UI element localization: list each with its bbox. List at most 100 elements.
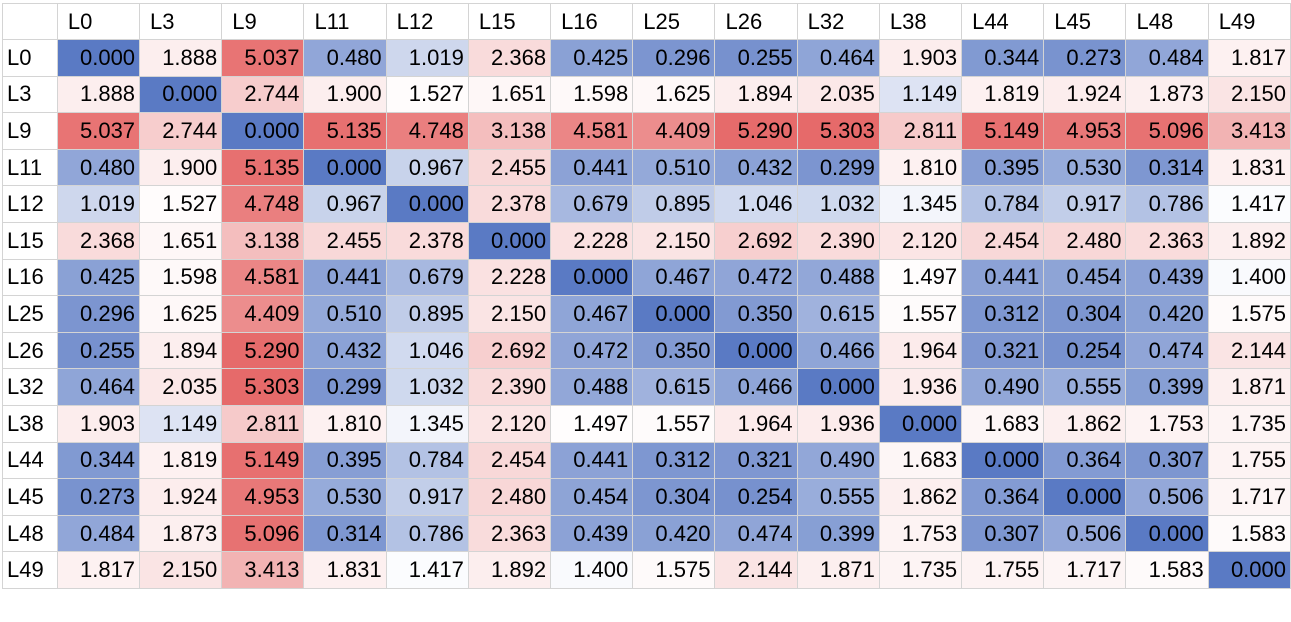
heatmap-cell: 1.683 — [961, 404, 1045, 443]
heatmap-cell: 0.314 — [303, 514, 387, 553]
column-header: L26 — [714, 3, 798, 40]
heatmap-cell: 2.363 — [1125, 221, 1209, 260]
heatmap-cell: 0.895 — [632, 185, 716, 223]
heatmap-cell: 0.255 — [714, 39, 798, 77]
heatmap-cell: 1.810 — [303, 404, 387, 443]
heatmap-cell: 0.464 — [796, 39, 880, 77]
heatmap-cell: 2.811 — [221, 404, 305, 443]
heatmap-cell: 1.651 — [139, 221, 223, 260]
heatmap-cell: 1.819 — [139, 441, 223, 480]
row-header: L12 — [2, 185, 58, 223]
heatmap-cell: 1.735 — [878, 551, 963, 589]
heatmap-cell: 0.344 — [56, 441, 141, 480]
heatmap-cell: 1.651 — [467, 75, 552, 114]
heatmap-cell: 0.510 — [632, 148, 716, 187]
heatmap-cell: 2.120 — [467, 404, 552, 443]
heatmap-cell: 0.000 — [221, 112, 305, 150]
heatmap-cell: 0.484 — [56, 514, 141, 553]
heatmap-cell: 0.395 — [303, 441, 387, 480]
heatmap-cell: 0.480 — [303, 39, 387, 77]
heatmap-cell: 3.138 — [467, 112, 552, 150]
heatmap-cell: 2.480 — [1043, 221, 1127, 260]
heatmap-cell: 0.299 — [796, 148, 880, 187]
heatmap-cell: 0.000 — [1125, 514, 1209, 553]
heatmap-cell: 1.871 — [1207, 368, 1291, 406]
heatmap-cell: 2.744 — [139, 112, 223, 150]
heatmap-cell: 0.506 — [1043, 514, 1127, 553]
matrix-row: L15 2.368 1.651 3.138 2.455 2.378 0.000 2.228 2.… — [2, 221, 1291, 260]
heatmap-cell: 0.454 — [1043, 258, 1127, 297]
heatmap-cell: 1.903 — [56, 404, 141, 443]
heatmap-cell: 1.964 — [714, 404, 798, 443]
heatmap-cell: 1.625 — [139, 295, 223, 333]
heatmap-cell: 0.784 — [961, 185, 1045, 223]
heatmap-cell: 0.425 — [56, 258, 141, 297]
matrix-row: L45 0.273 1.924 4.953 0.530 0.917 2.480 0.454 0.… — [2, 478, 1291, 516]
heatmap-cell: 1.831 — [1207, 148, 1291, 187]
heatmap-cell: 5.149 — [221, 441, 305, 480]
heatmap-cell: 1.575 — [632, 551, 716, 589]
matrix-row: L0 0.000 1.888 5.037 0.480 1.019 2.368 0.425 0.2… — [2, 39, 1291, 77]
heatmap-cell: 5.037 — [56, 112, 141, 150]
heatmap-cell: 1.527 — [385, 75, 469, 114]
heatmap-cell: 0.304 — [1043, 295, 1127, 333]
matrix-row: L44 0.344 1.819 5.149 0.395 0.784 2.454 0.441 0.… — [2, 441, 1291, 480]
heatmap-cell: 2.455 — [467, 148, 552, 187]
heatmap-cell: 0.679 — [385, 258, 469, 297]
heatmap-cell: 0.364 — [961, 478, 1045, 516]
heatmap-cell: 1.924 — [1043, 75, 1127, 114]
heatmap-cell: 0.488 — [796, 258, 880, 297]
heatmap-cell: 1.900 — [303, 75, 387, 114]
heatmap-cell: 0.490 — [961, 368, 1045, 406]
heatmap-cell: 5.303 — [221, 368, 305, 406]
heatmap-cell: 1.810 — [878, 148, 963, 187]
heatmap-cell: 1.149 — [878, 75, 963, 114]
heatmap-cell: 1.032 — [796, 185, 880, 223]
matrix-row: L32 0.464 2.035 5.303 0.299 1.032 2.390 0.488 0.… — [2, 368, 1291, 406]
heatmap-cell: 0.917 — [1043, 185, 1127, 223]
heatmap-cell: 0.312 — [632, 441, 716, 480]
heatmap-cell: 5.135 — [221, 148, 305, 187]
heatmap-cell: 1.936 — [796, 404, 880, 443]
heatmap-cell: 0.480 — [56, 148, 141, 187]
column-header: L12 — [385, 3, 469, 40]
heatmap-cell: 0.490 — [796, 441, 880, 480]
heatmap-cell: 5.096 — [221, 514, 305, 553]
heatmap-cell: 0.307 — [961, 514, 1045, 553]
matrix-row: L48 0.484 1.873 5.096 0.314 0.786 2.363 0.439 0.… — [2, 514, 1291, 553]
heatmap-cell: 1.755 — [961, 551, 1045, 589]
heatmap-cell: 0.786 — [385, 514, 469, 553]
heatmap-cell: 0.967 — [303, 185, 387, 223]
heatmap-cell: 2.368 — [467, 39, 552, 77]
heatmap-cell: 1.817 — [1207, 39, 1291, 77]
heatmap-cell: 2.378 — [467, 185, 552, 223]
heatmap-cell: 0.254 — [714, 478, 798, 516]
distance-matrix-table: L0 L3 L9 L11 L12 L15 L16 L25 L26 L32 L38 L44 L45 L48 L… — [2, 3, 1291, 589]
heatmap-cell: 5.149 — [961, 112, 1045, 150]
heatmap-cell: 1.019 — [385, 39, 469, 77]
heatmap-cell: 0.432 — [303, 331, 387, 370]
heatmap-cell: 1.831 — [303, 551, 387, 589]
heatmap-cell: 1.149 — [139, 404, 223, 443]
heatmap-cell: 0.530 — [1043, 148, 1127, 187]
heatmap-cell: 1.598 — [550, 75, 634, 114]
heatmap-cell: 5.037 — [221, 39, 305, 77]
column-header: L45 — [1043, 3, 1127, 40]
heatmap-cell: 0.472 — [714, 258, 798, 297]
heatmap-cell: 0.441 — [961, 258, 1045, 297]
heatmap-cell: 1.892 — [467, 551, 552, 589]
heatmap-cell: 1.019 — [56, 185, 141, 223]
heatmap-cell: 4.953 — [221, 478, 305, 516]
heatmap-cell: 0.000 — [632, 295, 716, 333]
row-header: L32 — [2, 368, 58, 406]
heatmap-cell: 0.439 — [1125, 258, 1209, 297]
heatmap-cell: 4.409 — [221, 295, 305, 333]
heatmap-cell: 1.527 — [139, 185, 223, 223]
row-header: L9 — [2, 112, 58, 150]
heatmap-cell: 0.000 — [550, 258, 634, 297]
heatmap-cell: 0.432 — [714, 148, 798, 187]
heatmap-cell: 1.888 — [139, 39, 223, 77]
heatmap-cell: 5.096 — [1125, 112, 1209, 150]
heatmap-cell: 0.000 — [878, 404, 963, 443]
matrix-row: L3 1.888 0.000 2.744 1.900 1.527 1.651 1.598 1.6… — [2, 75, 1291, 114]
